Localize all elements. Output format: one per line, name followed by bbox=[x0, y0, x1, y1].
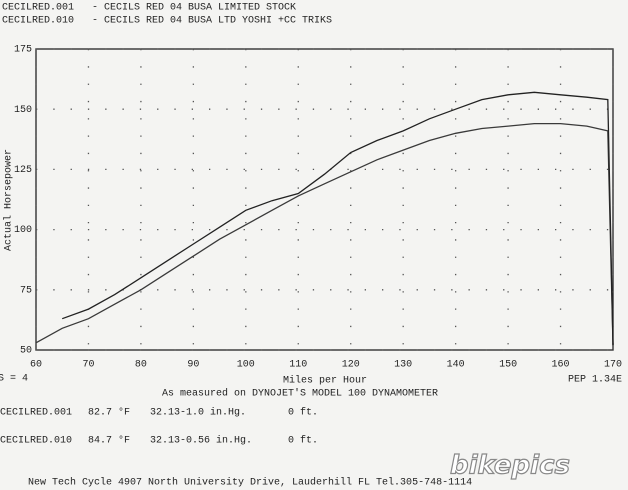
plot-frame bbox=[35, 48, 614, 351]
run-condition: 82.7 °F bbox=[88, 407, 130, 419]
y-tick-label: 50 bbox=[20, 346, 32, 357]
run-condition: 32.13-1.0 in.Hg. bbox=[150, 407, 246, 419]
x-tick-label: 140 bbox=[447, 360, 465, 371]
y-tick-label: 175 bbox=[14, 45, 32, 56]
x-tick-label: 70 bbox=[82, 360, 94, 371]
legend-name: CECILRED.001 bbox=[2, 3, 74, 14]
x-tick-label: 130 bbox=[394, 360, 412, 371]
x-tick-label: 160 bbox=[552, 360, 570, 371]
legend-description: - CECILS RED 04 BUSA LTD YOSHI +CC TRIKS bbox=[92, 16, 332, 27]
run-condition: 0 ft. bbox=[288, 407, 318, 419]
series-line bbox=[61, 91, 614, 346]
y-tick-label: 125 bbox=[14, 165, 32, 176]
run-name: CECILRED.010 bbox=[0, 436, 72, 447]
x-tick-label: 120 bbox=[342, 360, 360, 371]
y-tick-label: 150 bbox=[14, 105, 32, 116]
run-name: CECILRED.001 bbox=[0, 408, 72, 419]
legend-name: CECILRED.010 bbox=[2, 16, 74, 27]
legend-description: - CECILS RED 04 BUSA LIMITED STOCK bbox=[92, 3, 296, 14]
series-line bbox=[35, 122, 614, 346]
x-tick-label: 110 bbox=[289, 360, 307, 371]
run-condition: 84.7 °F bbox=[88, 435, 130, 447]
x-tick-label: 100 bbox=[237, 360, 255, 371]
x-tick-label: 90 bbox=[187, 360, 199, 371]
y-tick-label: 100 bbox=[14, 225, 32, 236]
y-tick-label: 75 bbox=[20, 285, 32, 296]
caption: As measured on DYNOJET'S MODEL 100 DYNAM… bbox=[162, 388, 438, 400]
run-condition: 32.13-0.56 in.Hg. bbox=[150, 435, 252, 447]
x-tick-label: 60 bbox=[30, 360, 42, 371]
smoothing: S = 4 bbox=[0, 374, 28, 385]
footer: New Tech Cycle 4907 North University Dri… bbox=[28, 477, 472, 489]
pep: PEP 1.34E bbox=[568, 375, 622, 386]
x-tick-label: 80 bbox=[135, 360, 147, 371]
x-tick-label: 170 bbox=[604, 360, 622, 371]
run-condition: 0 ft. bbox=[288, 435, 318, 447]
watermark: bikepics bbox=[450, 451, 570, 481]
x-tick-label: 150 bbox=[499, 360, 517, 371]
x-axis-label: Miles per Hour bbox=[283, 375, 367, 387]
y-axis-label: Actual Horsepower bbox=[3, 149, 15, 251]
